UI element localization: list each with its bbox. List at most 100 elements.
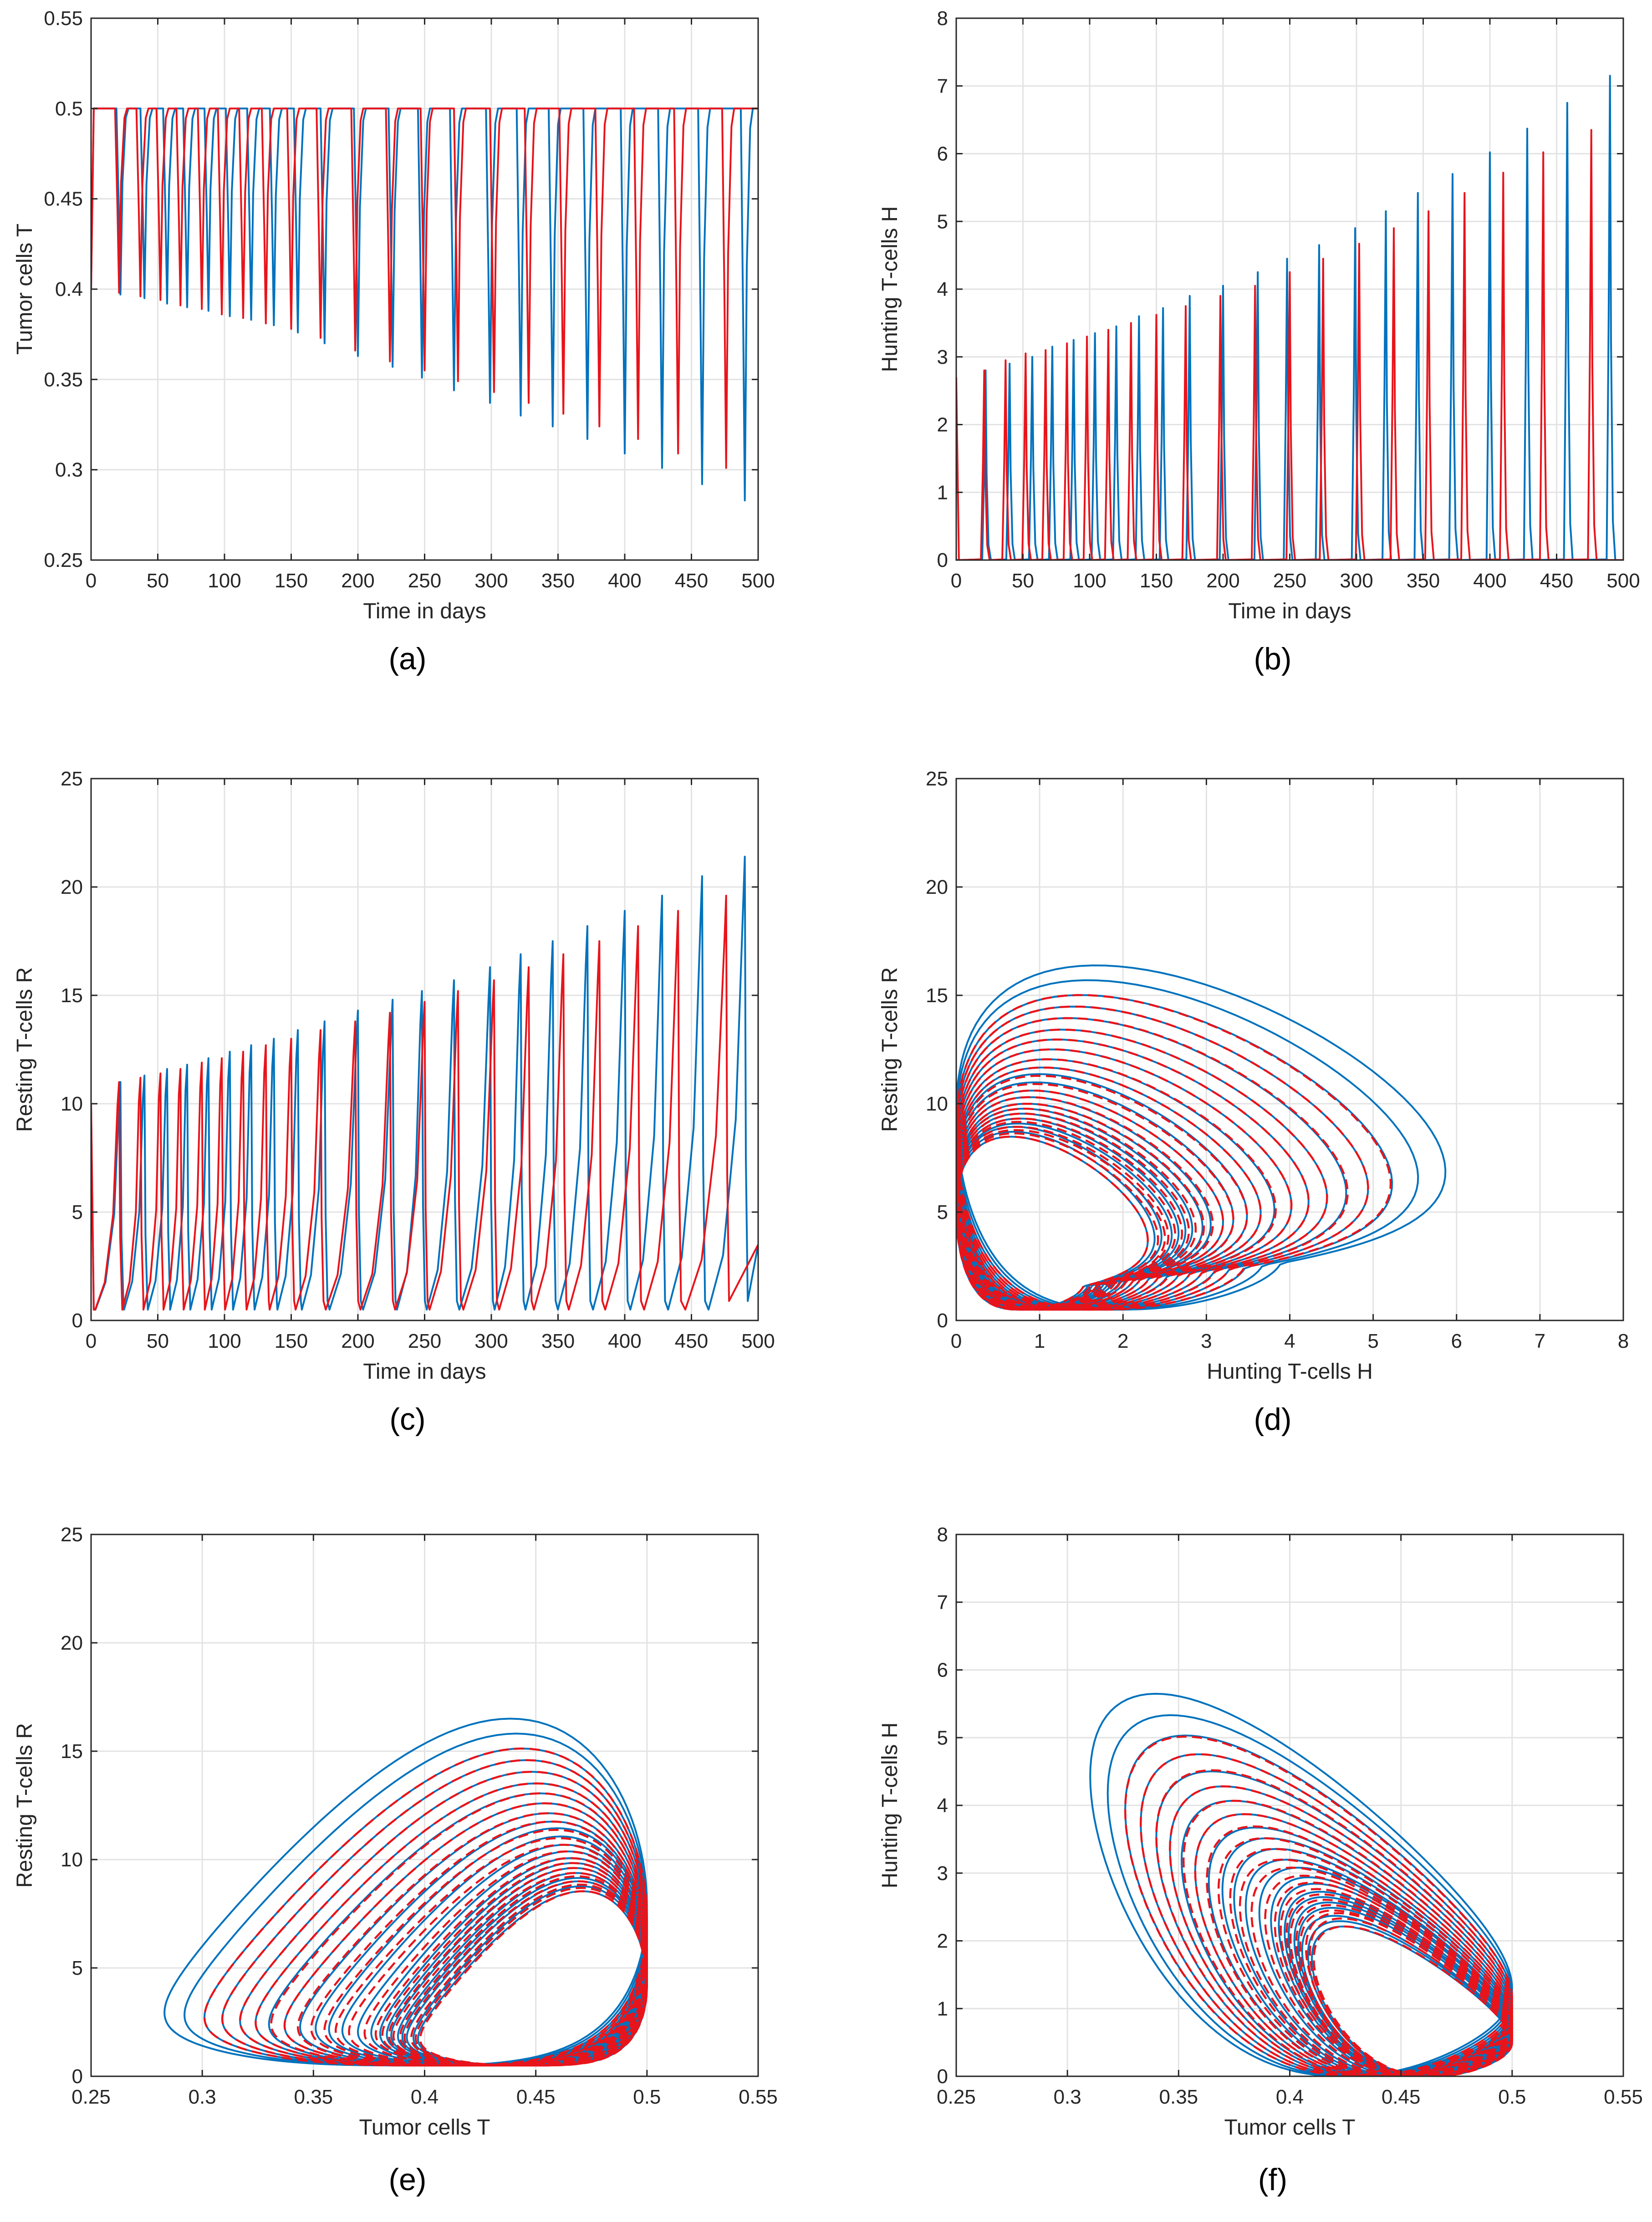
x-tick-label: 250 (1273, 570, 1306, 592)
phase-loop (1155, 1769, 1514, 2076)
phase-loop (956, 1132, 1159, 1311)
y-tick-label: 0.25 (44, 549, 83, 571)
x-tick-label: 0.5 (1498, 2086, 1526, 2108)
y-tick-label: 4 (937, 278, 948, 301)
y-tick-label: 2 (937, 1930, 948, 1952)
phase-loop (1244, 1859, 1513, 2076)
x-axis-label: Hunting T-cells H (1207, 1360, 1373, 1384)
y-tick-label: 5 (72, 1201, 83, 1223)
plot-area (163, 1717, 648, 2067)
y-tick-label: 0.4 (55, 278, 83, 301)
x-tick-label: 100 (208, 570, 241, 592)
x-tick-label: 500 (741, 1330, 775, 1352)
x-tick-label: 6 (1451, 1330, 1462, 1352)
panel-caption: (b) (1254, 642, 1291, 676)
phase-loop (956, 1089, 1224, 1311)
y-tick-label: 0.35 (44, 368, 83, 391)
phase-loop (1229, 1848, 1514, 2076)
x-tick-label: 400 (608, 1330, 641, 1352)
y-tick-label: 15 (61, 1740, 83, 1763)
y-tick-label: 20 (61, 876, 83, 898)
plot-area (91, 856, 758, 1311)
x-tick-label: 0.25 (937, 2086, 976, 2108)
phase-loop (956, 1083, 1234, 1311)
x-tick-label: 250 (408, 570, 441, 592)
y-tick-label: 3 (937, 1862, 948, 1885)
x-tick-label: 2 (1117, 1330, 1128, 1352)
phase-loop (1295, 1904, 1514, 2076)
x-tick-label: 1 (1034, 1330, 1045, 1352)
series-red (956, 994, 1392, 1311)
x-tick-label: 450 (675, 570, 708, 592)
x-tick-label: 0 (951, 1330, 962, 1352)
phase-loop (239, 1770, 648, 2067)
x-tick-label: 50 (147, 1330, 169, 1352)
x-tick-label: 400 (608, 570, 641, 592)
x-tick-label: 500 (1606, 570, 1640, 592)
x-axis-label: Tumor cells T (1224, 2115, 1355, 2140)
y-tick-label: 15 (926, 984, 948, 1007)
series-blue (163, 1717, 648, 2067)
x-tick-label: 400 (1473, 570, 1506, 592)
phase-loop (315, 1820, 648, 2067)
phase-loop (956, 1066, 1262, 1311)
phase-loop (296, 1812, 648, 2067)
y-tick-label: 0.45 (44, 188, 83, 210)
y-tick-label: 0 (937, 1310, 948, 1332)
phase-loop (203, 1747, 648, 2067)
phase-loop (1106, 1714, 1513, 2076)
phase-loop (1169, 1785, 1514, 2076)
phase-loop (1089, 1692, 1513, 2076)
x-tick-label: 0.4 (411, 2086, 438, 2108)
y-axis-label: Hunting T-cells H (878, 1723, 902, 1889)
panel-caption: (f) (1258, 2162, 1287, 2197)
x-tick-label: 200 (341, 570, 374, 592)
x-tick-label: 50 (1012, 570, 1034, 592)
x-tick-label: 3 (1201, 1330, 1212, 1352)
y-tick-label: 0 (937, 2065, 948, 2088)
y-tick-label: 5 (937, 210, 948, 233)
chart-panel-a: 0 50 100 150 200 250 300 350 400 450 500 0.25 0.3 0.3… (13, 7, 775, 676)
y-axis-label: Resting T-cells R (13, 967, 37, 1132)
x-tick-label: 4 (1284, 1330, 1295, 1352)
series-line (956, 129, 1623, 560)
series-line (956, 75, 1623, 560)
phase-loop (1182, 1799, 1514, 2076)
phase-loop (363, 1850, 648, 2067)
y-tick-label: 20 (926, 876, 948, 898)
chart-panel-e: 0.25 0.3 0.35 0.4 0.45 0.5 0.55 0 5 10 15 20 25 Tumor… (13, 1524, 778, 2197)
chart-panel-d: 0 1 2 3 4 5 6 7 8 0 5 10 15 20 25 Hunting T-cells H Rest… (878, 768, 1629, 1437)
x-tick-label: 0.4 (1276, 2086, 1304, 2108)
plot-area (1089, 1692, 1514, 2076)
y-tick-label: 0 (72, 2065, 83, 2088)
x-tick-label: 7 (1535, 1330, 1545, 1352)
series-line (91, 107, 758, 469)
phase-loop (221, 1759, 648, 2067)
chart-panel-f: 0.25 0.3 0.35 0.4 0.45 0.5 0.55 0 1 2 3 4 5 6 7 8 Tumor … (878, 1524, 1643, 2197)
y-tick-label: 8 (937, 7, 948, 30)
y-tick-label: 6 (937, 143, 948, 165)
x-tick-label: 0.35 (294, 2086, 333, 2108)
phase-loop (956, 1096, 1214, 1311)
plot-area (91, 107, 758, 502)
phase-loop (184, 1733, 648, 2067)
y-tick-label: 10 (61, 1849, 83, 1871)
x-tick-label: 0.55 (739, 2086, 778, 2108)
phase-loop (1280, 1888, 1514, 2076)
x-tick-label: 500 (741, 570, 775, 592)
y-axis-label: Resting T-cells R (878, 967, 902, 1132)
x-tick-label: 0.55 (1604, 2086, 1643, 2108)
y-axis-label: Tumor cells T (13, 224, 37, 355)
x-tick-label: 150 (275, 1330, 308, 1352)
series-line (91, 895, 758, 1311)
phase-loop (1250, 1866, 1514, 2076)
x-tick-label: 0.45 (516, 2086, 556, 2108)
x-axis-label: Tumor cells T (359, 2115, 490, 2140)
x-tick-label: 450 (1540, 570, 1573, 592)
x-axis-label: Time in days (363, 1360, 486, 1384)
phase-loop (283, 1802, 648, 2067)
y-tick-label: 25 (926, 768, 948, 790)
y-tick-label: 2 (937, 414, 948, 436)
x-tick-label: 0 (951, 570, 962, 592)
